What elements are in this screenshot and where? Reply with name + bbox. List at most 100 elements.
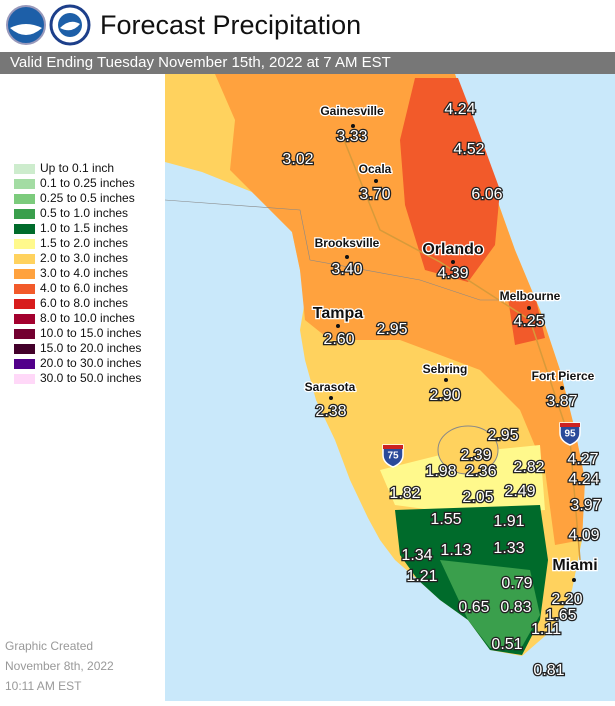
highway-number: 95 xyxy=(564,429,576,440)
precip-amount: 2.49 xyxy=(504,483,535,500)
legend-swatch xyxy=(14,284,35,294)
precip-amount: 1.82 xyxy=(389,485,420,502)
precip-amount: 4.24 xyxy=(568,471,599,488)
legend-label: 4.0 to 6.0 inches xyxy=(40,281,128,295)
city-name: Orlando xyxy=(422,241,484,258)
precip-amount: 2.36 xyxy=(465,463,496,480)
legend-label: 10.0 to 15.0 inches xyxy=(40,326,141,340)
legend-swatch xyxy=(14,344,35,354)
footer-line: Graphic Created xyxy=(5,639,93,653)
legend-label: 8.0 to 10.0 inches xyxy=(40,311,135,325)
precip-amount: 4.39 xyxy=(437,265,468,282)
legend-swatch xyxy=(14,374,35,384)
legend-swatch xyxy=(14,194,35,204)
city-name: Sebring xyxy=(423,362,468,376)
legend-swatch xyxy=(14,209,35,219)
precip-amount: 2.95 xyxy=(376,321,407,338)
city-dot xyxy=(336,324,340,328)
city-name: Melbourne xyxy=(500,289,561,303)
legend-label: 0.25 to 0.5 inches xyxy=(40,191,135,205)
legend-swatch xyxy=(14,224,35,234)
legend-label: 30.0 to 50.0 inches xyxy=(40,371,141,385)
legend-label: 20.0 to 30.0 inches xyxy=(40,356,141,370)
city-dot xyxy=(560,386,564,390)
legend-swatch xyxy=(14,239,35,249)
legend-swatch xyxy=(14,359,35,369)
precip-amount: 3.33 xyxy=(336,128,367,145)
legend-label: 3.0 to 4.0 inches xyxy=(40,266,128,280)
precip-amount: 1.34 xyxy=(401,547,432,564)
precip-amount: 0.83 xyxy=(500,599,531,616)
city-name: Brooksville xyxy=(315,236,380,250)
precip-amount: 4.09 xyxy=(568,527,599,544)
precip-amount: 3.02 xyxy=(282,151,313,168)
precip-amount: 0.79 xyxy=(501,575,532,592)
precip-amount: 1.33 xyxy=(493,540,524,557)
city-name: Miami xyxy=(552,557,597,574)
precip-amount: 2.60 xyxy=(323,331,354,348)
highway-number: 75 xyxy=(387,451,399,462)
precip-amount: 4.52 xyxy=(453,141,484,158)
precip-amount: 4.27 xyxy=(567,451,598,468)
city-dot xyxy=(329,396,333,400)
precip-amount: 2.95 xyxy=(487,427,518,444)
city-name: Tampa xyxy=(313,305,363,322)
logos xyxy=(6,4,91,46)
legend-label: 0.1 to 0.25 inches xyxy=(40,176,135,190)
precip-amount: 2.90 xyxy=(429,387,460,404)
city-dot xyxy=(451,260,455,264)
highway-shield xyxy=(559,422,581,446)
precip-amount: 1.13 xyxy=(440,542,471,559)
legend-swatch xyxy=(14,299,35,309)
city-name: Ocala xyxy=(359,162,392,176)
precip-amount: 3.97 xyxy=(570,497,601,514)
precip-amount: 2.38 xyxy=(315,403,346,420)
footer-line: November 8th, 2022 xyxy=(5,659,114,673)
title: Forecast Precipitation xyxy=(100,10,361,40)
legend-swatch xyxy=(14,164,35,174)
legend-label: Up to 0.1 inch xyxy=(40,161,114,175)
legend-label: 1.0 to 1.5 inches xyxy=(40,221,128,235)
precip-amount: 1.98 xyxy=(425,463,456,480)
city-dot xyxy=(527,306,531,310)
legend-swatch xyxy=(14,254,35,264)
highway-shield-top xyxy=(560,423,580,427)
city-dot xyxy=(374,179,378,183)
precip-amount: 3.87 xyxy=(546,393,577,410)
footer-line: 10:11 AM EST xyxy=(5,679,82,693)
subtitle-bar xyxy=(0,52,615,74)
legend-label: 2.0 to 3.0 inches xyxy=(40,251,128,265)
legend-swatch xyxy=(14,329,35,339)
precip-amount: 3.70 xyxy=(359,186,390,203)
precip-amount: 2.82 xyxy=(513,459,544,476)
legend-label: 0.5 to 1.0 inches xyxy=(40,206,128,220)
precip-amount: 2.39 xyxy=(460,447,491,464)
legend-label: 15.0 to 20.0 inches xyxy=(40,341,141,355)
legend-label: 6.0 to 8.0 inches xyxy=(40,296,128,310)
precip-amount: 1.11 xyxy=(531,621,561,638)
city-dot xyxy=(351,124,355,128)
legend-label: 1.5 to 2.0 inches xyxy=(40,236,128,250)
highway-shield-top xyxy=(383,445,403,449)
city-name: Fort Pierce xyxy=(532,369,595,383)
city-dot xyxy=(444,378,448,382)
precip-amount: 1.55 xyxy=(430,511,461,528)
precip-amount: 4.25 xyxy=(513,313,544,330)
precip-amount: 2.05 xyxy=(462,489,493,506)
precip-amount: 1.65 xyxy=(545,607,576,624)
subtitle: Valid Ending Tuesday November 15th, 2022… xyxy=(10,54,391,71)
city-dot xyxy=(572,578,576,582)
precip-amount: 2.20 xyxy=(551,591,582,608)
legend-swatch xyxy=(14,314,35,324)
precip-amount: 3.40 xyxy=(331,261,362,278)
city-dot xyxy=(345,255,349,259)
highway-shield xyxy=(382,444,404,468)
precip-amount: 1.21 xyxy=(406,568,437,585)
precip-amount: 0.51 xyxy=(491,636,522,653)
precip-amount: 6.06 xyxy=(471,186,502,203)
precip-amount: 0.81 xyxy=(533,662,564,679)
legend-swatch xyxy=(14,269,35,279)
precip-amount: 4.24 xyxy=(444,101,475,118)
legend-swatch xyxy=(14,179,35,189)
